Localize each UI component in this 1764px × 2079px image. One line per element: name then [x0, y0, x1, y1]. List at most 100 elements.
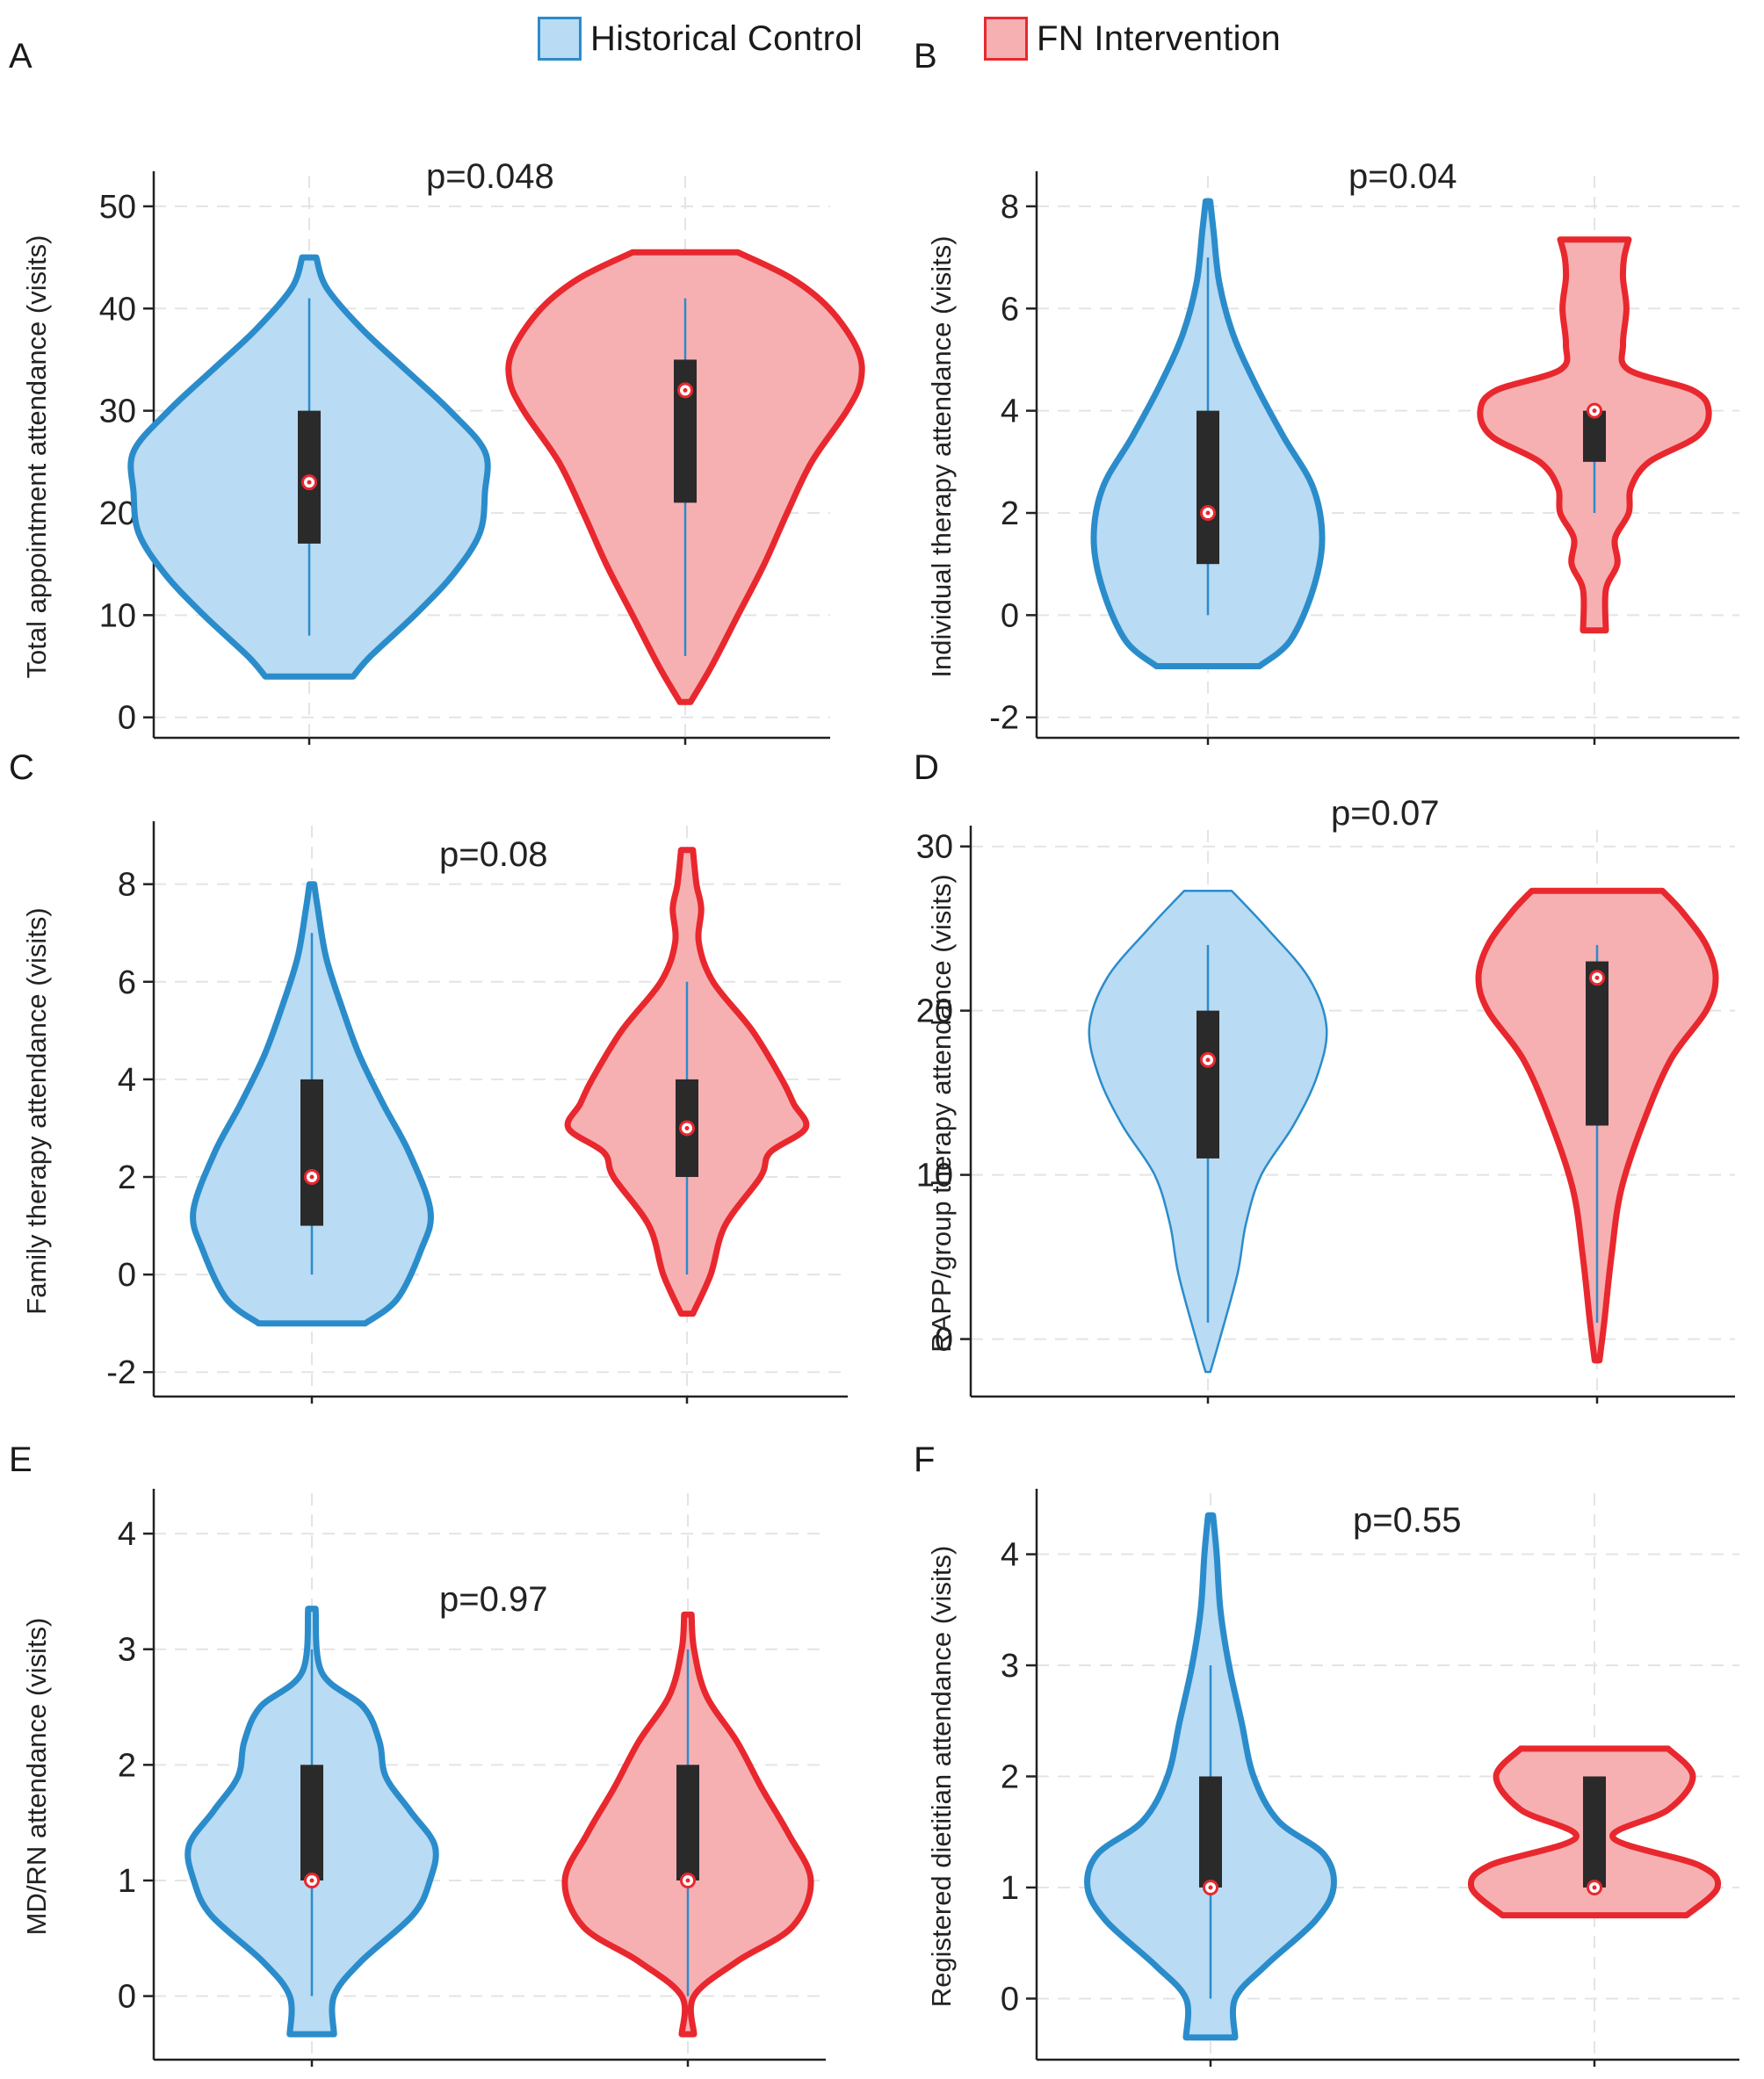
panel-a-median-control [301, 474, 317, 491]
panel-c-y-tick-label: 6 [118, 964, 136, 1001]
panel-e-y-tick-label: 2 [118, 1747, 136, 1784]
panel-f-box-control [1199, 1776, 1222, 1888]
panel-b-box-intervention [1583, 410, 1606, 462]
panel-a-y-tick-label: 50 [99, 189, 136, 226]
panel-d-y-tick-label: 20 [916, 993, 953, 1030]
legend-label-control: Historical Control [590, 18, 863, 58]
panel-e-median-dot-intervention [685, 1878, 690, 1883]
panel-e-y-axis-label: MD/RN attendance (visits) [21, 1618, 52, 1936]
panel-f-median-dot-intervention [1592, 1885, 1597, 1890]
panel-a-median-dot-control [307, 480, 312, 485]
panel-c-median-intervention [679, 1120, 695, 1137]
panel-c-y-axis-label: Family therapy attendance (visits) [21, 907, 52, 1314]
panel-c-y-tick-label: 8 [118, 867, 136, 904]
panel-d-median-control [1200, 1051, 1216, 1068]
panel-f-violin-control [1084, 1512, 1337, 2041]
panel-b-median-dot-control [1205, 510, 1211, 516]
panel-f-y-tick-label: 3 [1001, 1648, 1019, 1685]
panel-c-p-value: p=0.08 [439, 835, 547, 874]
panel-c-y-tick-label: 0 [118, 1257, 136, 1294]
panel-f-median-control [1203, 1879, 1218, 1895]
panel-e-label: E [9, 1440, 33, 1479]
panel-a-label: A [9, 37, 33, 76]
panel-c-box-intervention [676, 1079, 698, 1177]
panel-a-violin-control [127, 254, 491, 680]
panel-f-y-tick-label: 1 [1001, 1870, 1019, 1907]
legend-swatch-intervention [984, 17, 1028, 61]
panel-f-y-tick-label: 4 [1001, 1537, 1019, 1574]
panel-a-y-axis-label: Total appointment attendance (visits) [21, 235, 52, 679]
panel-d-box-control [1196, 1010, 1219, 1159]
panel-f-median-intervention [1587, 1879, 1602, 1895]
panel-e-p-value: p=0.97 [439, 1580, 547, 1619]
panel-a-y-tick-label: 40 [99, 291, 136, 328]
panel-b-y-tick-label: 2 [1001, 495, 1019, 532]
panel-b-y-tick-label: 4 [1001, 393, 1019, 430]
panel-b-y-axis-label: Individual therapy attendance (visits) [926, 235, 957, 677]
panel-e-y-tick-label: 0 [118, 1979, 136, 2016]
panel-e-violin-control [184, 1606, 439, 2038]
panel-a-y-tick-label: 30 [99, 393, 136, 430]
panel-b-y-tick-label: -2 [989, 700, 1019, 737]
panel-f-box-intervention [1583, 1776, 1606, 1888]
panel-b-box-control [1196, 410, 1219, 565]
panel-f-label: F [914, 1440, 936, 1479]
legend-item-control: Historical Control [538, 12, 863, 65]
panel-d-violin-intervention [1475, 887, 1719, 1364]
panel-a-box-intervention [674, 359, 697, 503]
panel-a-box-control [298, 410, 321, 544]
panel-b-median-intervention [1587, 402, 1602, 419]
panel-e-violin-intervention [561, 1611, 814, 2038]
panel-b-median-dot-intervention [1592, 408, 1597, 414]
panel-f-y-tick-label: 2 [1001, 1759, 1019, 1796]
panel-a-median-intervention [677, 382, 693, 399]
legend-item-intervention: FN Intervention [984, 12, 1281, 65]
panel-d-y-tick-label: 10 [916, 1158, 953, 1195]
panel-b-y-tick-label: 0 [1001, 597, 1019, 634]
panel-f-y-tick-label: 0 [1001, 1981, 1019, 2018]
panel-d-y-tick-label: 0 [935, 1322, 953, 1359]
panel-e-median-intervention [680, 1872, 696, 1888]
panel-d-y-tick-label: 30 [916, 829, 953, 866]
panel-e-box-control [300, 1765, 323, 1880]
panel-a-y-tick-label: 0 [118, 700, 136, 737]
panel-c-y-tick-label: 2 [118, 1159, 136, 1196]
panel-c-median-dot-control [309, 1174, 314, 1180]
panel-a-p-value: p=0.048 [426, 157, 554, 196]
panel-d-y-axis-label: RAPP/group therapy attendance (visits) [926, 874, 957, 1353]
panel-a-y-tick-label: 10 [99, 597, 136, 634]
panel-d-label: D [914, 748, 939, 787]
panel-d-median-dot-intervention [1594, 975, 1600, 980]
panel-a-y-tick-label: 20 [99, 495, 136, 532]
panel-e-median-dot-control [309, 1878, 314, 1883]
panel-d-median-dot-control [1205, 1058, 1211, 1063]
legend-label-intervention: FN Intervention [1037, 18, 1281, 58]
panel-e-median-control [304, 1872, 320, 1888]
panel-b-median-control [1200, 505, 1216, 521]
panel-f-violin-intervention [1467, 1745, 1722, 1919]
panel-a-violin-intervention [505, 249, 865, 705]
panel-b-violin-control [1090, 198, 1326, 669]
panel-f-y-axis-label: Registered dietitian attendance (visits) [926, 1546, 957, 2008]
panel-f-p-value: p=0.55 [1353, 1501, 1461, 1540]
panel-c-y-tick-label: 4 [118, 1062, 136, 1099]
panel-d-p-value: p=0.07 [1331, 794, 1439, 833]
panel-c-y-tick-label: -2 [106, 1354, 136, 1391]
panel-b-p-value: p=0.04 [1348, 157, 1457, 196]
legend: Historical Control FN Intervention [0, 0, 1764, 79]
panel-d-median-intervention [1589, 970, 1605, 986]
panel-c-median-dot-intervention [684, 1125, 690, 1130]
panel-e-box-intervention [676, 1765, 699, 1880]
panel-a-median-dot-intervention [683, 387, 688, 393]
panel-b-label: B [914, 37, 937, 76]
panel-e-y-tick-label: 1 [118, 1863, 136, 1900]
panel-b-violin-intervention [1477, 236, 1712, 634]
panel-e-y-tick-label: 4 [118, 1516, 136, 1553]
panel-d-violin-control [1088, 889, 1328, 1374]
panel-c-violin-intervention [564, 847, 810, 1317]
